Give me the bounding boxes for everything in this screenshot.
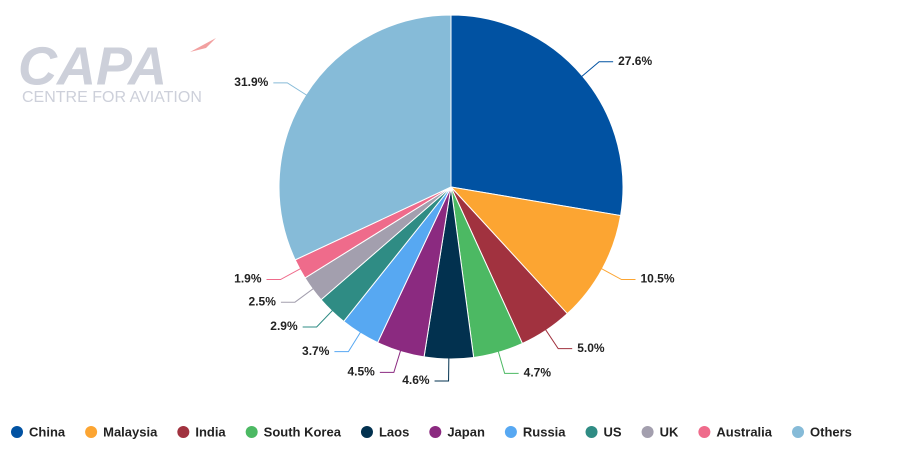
data-label: 27.6% xyxy=(618,54,652,68)
legend-marker xyxy=(429,426,442,438)
data-label: 1.9% xyxy=(234,272,262,286)
data-label: 4.5% xyxy=(347,365,375,379)
legend-label: Laos xyxy=(379,424,409,439)
legend-label: South Korea xyxy=(264,424,342,439)
pie-slice xyxy=(450,14,624,217)
legend-label: India xyxy=(195,424,226,439)
data-label: 31.9% xyxy=(234,75,268,89)
legend-marker xyxy=(792,426,805,438)
data-label: 3.7% xyxy=(302,344,330,358)
logo-tagline: CENTRE FOR AVIATION xyxy=(22,89,202,106)
leader-line xyxy=(379,349,402,373)
data-label: 4.7% xyxy=(524,366,552,380)
legend-label: Others xyxy=(810,424,852,439)
legend-label: Russia xyxy=(523,424,566,439)
leader-line xyxy=(273,82,308,97)
data-label: 2.5% xyxy=(249,294,277,308)
leader-line xyxy=(600,267,636,281)
leader-line xyxy=(280,287,315,303)
leader-line xyxy=(497,350,519,374)
logo-arrow xyxy=(190,38,216,52)
data-label: 5.0% xyxy=(577,341,605,355)
legend-marker xyxy=(698,426,711,438)
legend-label: Malaysia xyxy=(103,424,158,439)
leader-line xyxy=(334,331,362,353)
legend-marker xyxy=(85,426,98,438)
leader-line xyxy=(580,61,614,78)
logo-name: CAPA xyxy=(18,36,167,96)
legend-label: US xyxy=(604,424,622,439)
legend-label: UK xyxy=(660,424,679,439)
legend-label: Australia xyxy=(716,424,772,439)
data-label: 4.6% xyxy=(402,373,430,387)
leader-line xyxy=(434,356,450,382)
legend-label: Japan xyxy=(447,424,485,439)
legend-marker xyxy=(360,426,373,438)
leader-line xyxy=(544,328,573,350)
legend-marker xyxy=(641,426,654,438)
legend-marker xyxy=(585,426,598,438)
leader-line xyxy=(302,309,334,328)
legend-marker xyxy=(504,426,517,438)
legend-marker xyxy=(11,426,23,438)
data-label: 2.9% xyxy=(270,319,298,333)
leader-line xyxy=(266,267,302,281)
legend-marker xyxy=(245,426,258,438)
data-label: 10.5% xyxy=(640,272,674,286)
legend-label: China xyxy=(29,424,66,439)
legend-marker xyxy=(177,426,190,438)
